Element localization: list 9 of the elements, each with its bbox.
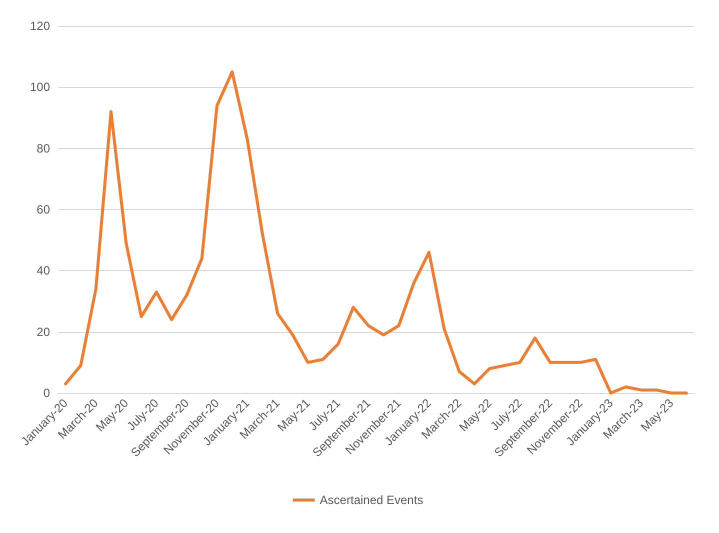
y-tick-label: 60 [36, 202, 50, 216]
legend-label: Ascertained Events [320, 493, 424, 507]
y-tick-label: 120 [30, 19, 50, 33]
y-tick-label: 80 [36, 141, 50, 156]
line-series [64, 70, 688, 394]
y-tick-label: 0 [43, 386, 50, 400]
y-tick-label: 20 [36, 324, 50, 339]
y-tick-label: 40 [36, 264, 50, 278]
y-tick-label: 100 [30, 80, 50, 94]
